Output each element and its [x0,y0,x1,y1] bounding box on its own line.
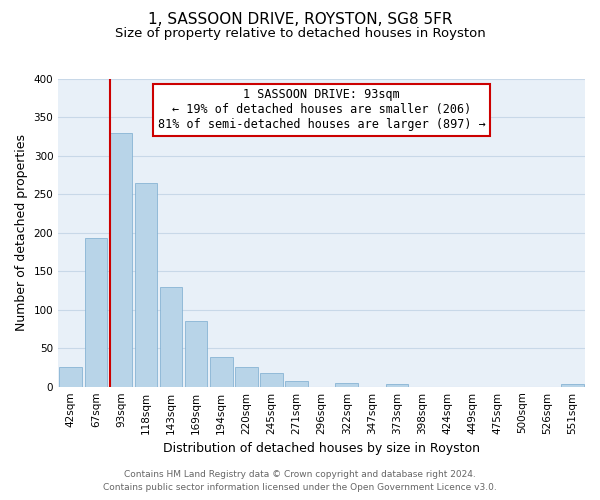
Bar [160,286,182,386]
Bar [110,133,132,386]
Bar [59,368,82,386]
Bar [85,238,107,386]
X-axis label: Distribution of detached houses by size in Royston: Distribution of detached houses by size … [163,442,480,455]
Text: Contains HM Land Registry data © Crown copyright and database right 2024.
Contai: Contains HM Land Registry data © Crown c… [103,470,497,492]
Y-axis label: Number of detached properties: Number of detached properties [15,134,28,332]
Bar [235,366,257,386]
Text: Size of property relative to detached houses in Royston: Size of property relative to detached ho… [115,28,485,40]
Text: 1 SASSOON DRIVE: 93sqm
← 19% of detached houses are smaller (206)
81% of semi-de: 1 SASSOON DRIVE: 93sqm ← 19% of detached… [158,88,485,131]
Bar [335,383,358,386]
Bar [185,320,208,386]
Bar [386,384,408,386]
Text: 1, SASSOON DRIVE, ROYSTON, SG8 5FR: 1, SASSOON DRIVE, ROYSTON, SG8 5FR [148,12,452,28]
Bar [260,373,283,386]
Bar [561,384,584,386]
Bar [210,358,233,386]
Bar [285,380,308,386]
Bar [134,183,157,386]
